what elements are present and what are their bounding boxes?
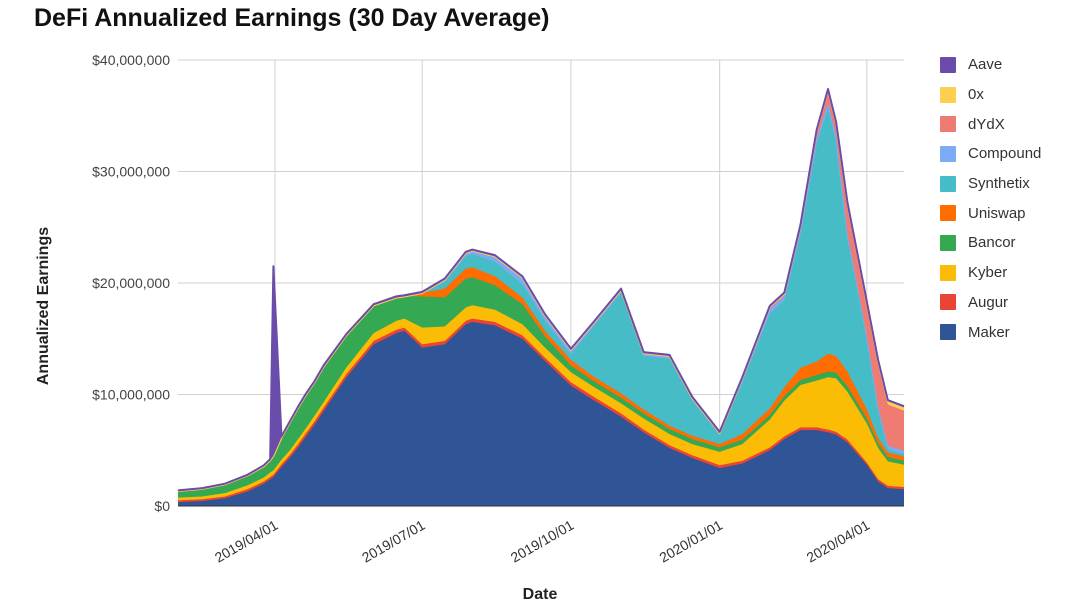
legend-label: Kyber xyxy=(968,264,1008,282)
y-tick-label: $20,000,000 xyxy=(92,275,170,291)
area-augur xyxy=(178,318,904,503)
legend-item-maker[interactable]: Maker xyxy=(940,317,1041,347)
legend-label: 0x xyxy=(968,86,984,104)
legend-label: Maker xyxy=(968,323,1010,341)
legend-label: Uniswap xyxy=(968,204,1026,222)
legend-item-kyber[interactable]: Kyber xyxy=(940,258,1041,288)
legend-item-synthetix[interactable]: Synthetix xyxy=(940,169,1041,199)
legend-swatch xyxy=(940,145,956,162)
legend-swatch xyxy=(940,56,956,73)
x-tick-label: 2019/07/01 xyxy=(359,517,428,566)
legend-swatch xyxy=(940,264,956,281)
y-tick-label: $10,000,000 xyxy=(92,387,170,403)
legend-label: Augur xyxy=(968,293,1009,311)
legend-swatch xyxy=(940,294,956,311)
legend-label: dYdX xyxy=(968,115,1005,133)
x-tick-label: 2020/01/01 xyxy=(656,517,725,566)
legend-item-0x[interactable]: 0x xyxy=(940,80,1041,110)
x-tick-label: 2020/04/01 xyxy=(804,517,873,566)
legend-label: Bancor xyxy=(968,234,1016,252)
legend-item-augur[interactable]: Augur xyxy=(940,288,1041,318)
y-axis-ticks: $0 $10,000,000 $20,000,000 $30,000,000 $40,0… xyxy=(92,52,170,514)
area-maker xyxy=(178,322,904,506)
legend-swatch xyxy=(940,175,956,192)
legend-item-dydx[interactable]: dYdX xyxy=(940,109,1041,139)
x-tick-label: 2019/10/01 xyxy=(508,517,577,566)
legend-swatch xyxy=(940,116,956,133)
area-synthetix xyxy=(178,108,904,491)
y-tick-label: $0 xyxy=(154,498,170,514)
legend-item-bancor[interactable]: Bancor xyxy=(940,228,1041,258)
chart-title: DeFi Annualized Earnings (30 Day Average… xyxy=(34,4,550,32)
line-aave xyxy=(177,87,905,492)
legend-swatch xyxy=(940,86,956,103)
legend-item-compound[interactable]: Compound xyxy=(940,139,1041,169)
y-tick-label: $30,000,000 xyxy=(92,164,170,180)
legend-label: Aave xyxy=(968,56,1003,74)
stacked-areas xyxy=(177,87,905,507)
y-axis-title: Annualized Earnings xyxy=(35,227,52,385)
legend-label: Compound xyxy=(968,145,1042,163)
legend-label: Synthetix xyxy=(968,175,1030,193)
x-tick-label: 2019/04/01 xyxy=(212,517,281,566)
x-axis-title: Date xyxy=(523,586,558,603)
legend-swatch xyxy=(940,324,956,341)
y-tick-label: $40,000,000 xyxy=(92,52,170,68)
area-bancor xyxy=(178,277,904,498)
x-axis-ticks: 2019/04/01 2019/07/01 2019/10/01 2020/01/01… xyxy=(212,517,873,566)
legend-swatch xyxy=(940,205,956,222)
legend-item-uniswap[interactable]: Uniswap xyxy=(940,198,1041,228)
legend: Aave 0x dYdX Compound Synthetix Uniswap Bancor… xyxy=(940,50,1041,347)
legend-item-aave[interactable]: Aave xyxy=(940,50,1041,80)
legend-swatch xyxy=(940,234,956,251)
